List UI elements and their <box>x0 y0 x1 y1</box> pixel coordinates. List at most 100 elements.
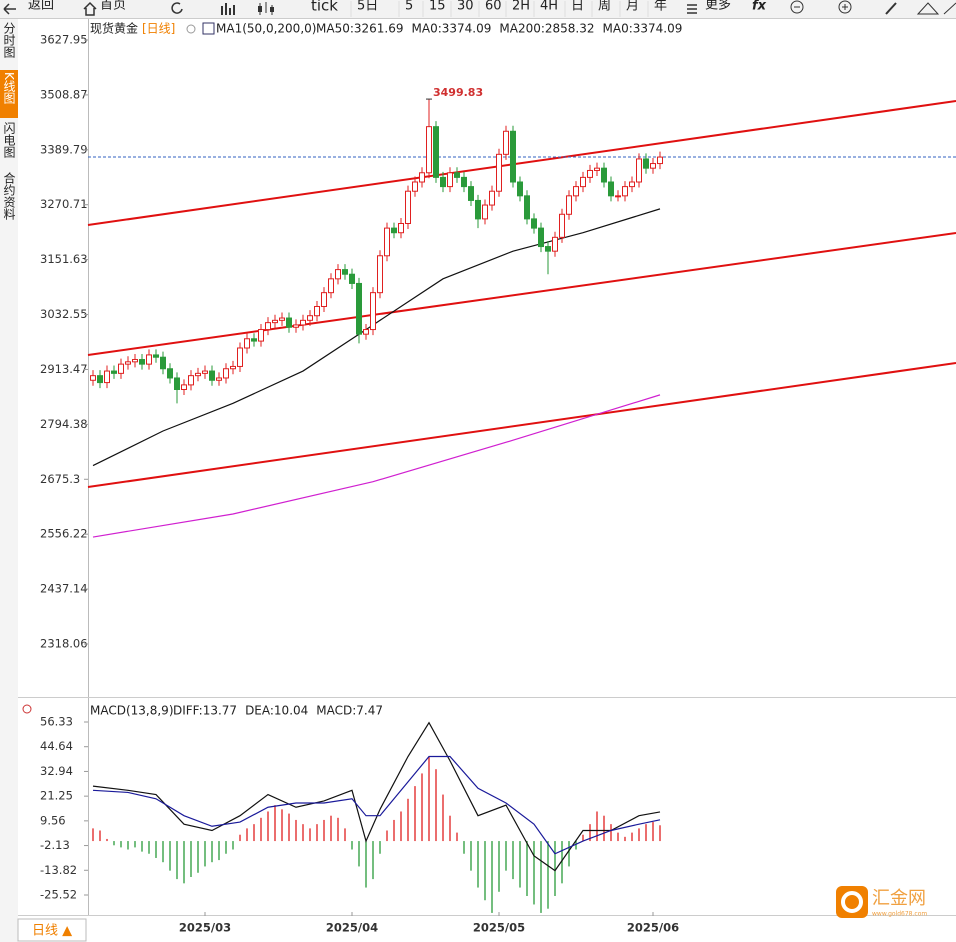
candle-body <box>356 282 362 335</box>
zoom-out-icon[interactable] <box>790 0 804 14</box>
ma-line <box>92 394 661 538</box>
candle-body <box>342 269 348 275</box>
trend-line <box>87 362 956 488</box>
period-button[interactable]: 60 <box>485 0 502 14</box>
candle-body <box>559 213 565 238</box>
watermark-logo <box>836 886 868 918</box>
candle-body <box>615 195 621 198</box>
settings-icon[interactable] <box>186 24 196 34</box>
back-button[interactable]: 返回 <box>28 0 54 13</box>
candle-body <box>125 361 131 365</box>
back-icon[interactable] <box>3 3 16 15</box>
bar-icon[interactable] <box>221 3 235 15</box>
y-tick-label: 3270.71 <box>40 197 88 211</box>
candle-body <box>167 368 173 379</box>
macd-label: DIFF:13.77 <box>173 704 237 718</box>
candle-body <box>608 181 614 197</box>
home-icon[interactable] <box>83 1 97 16</box>
toolbar <box>0 0 956 18</box>
period-button[interactable]: 15 <box>429 0 446 14</box>
candle-body <box>181 384 187 390</box>
bottom-tab[interactable] <box>17 918 87 942</box>
line-icon[interactable] <box>943 2 956 15</box>
zoom-in-icon[interactable] <box>838 0 852 14</box>
candle-body <box>552 236 558 252</box>
candle-body <box>202 370 208 374</box>
candle-body <box>384 227 390 257</box>
watermark-name: 汇金网 <box>872 888 926 909</box>
period-button[interactable]: 5 <box>405 0 413 14</box>
menu-icon[interactable] <box>687 4 697 14</box>
tick-button[interactable]: tick <box>311 0 338 15</box>
triangle-icon[interactable] <box>916 2 940 15</box>
candle-body <box>517 181 523 197</box>
candle-icon <box>270 7 274 12</box>
y-tick-label: 2794.38 <box>40 417 88 431</box>
indicator: MA1(50,0,200,0) <box>216 22 316 36</box>
candle-body <box>90 375 96 381</box>
period-button[interactable]: 月 <box>626 0 639 14</box>
candle-body <box>272 319 278 324</box>
more-button[interactable]: 更多 <box>705 0 731 13</box>
ma-line <box>92 208 661 467</box>
macd-tick-label: 9.56 <box>40 813 66 827</box>
candle-body <box>573 186 579 197</box>
y-tick-label: 2437.14 <box>40 582 88 596</box>
pen-icon[interactable] <box>885 2 897 15</box>
candle-body <box>286 317 292 328</box>
macd-tick-label: -13.82 <box>40 863 77 877</box>
period-button[interactable]: 2H <box>512 0 530 14</box>
candle-body <box>104 370 110 384</box>
candle-body <box>510 130 516 183</box>
candle-body <box>636 158 642 183</box>
candle-body <box>426 126 432 174</box>
candle-body <box>503 130 509 155</box>
period-button[interactable]: 日 <box>571 0 584 14</box>
y-tick-label: 3151.63 <box>40 252 88 266</box>
candle-body <box>328 278 334 294</box>
macd-tick-label: 44.64 <box>40 739 73 753</box>
candle-body <box>279 317 285 321</box>
y-tick-label: 2556.22 <box>40 527 88 541</box>
candle-body <box>244 338 250 349</box>
period-button[interactable]: 5日 <box>357 0 378 14</box>
sidebar-tab[interactable]: 分时图 <box>2 22 16 58</box>
period-button[interactable]: 30 <box>457 0 474 14</box>
candle-body <box>174 377 180 390</box>
macd-icon[interactable] <box>22 704 32 714</box>
candle-body <box>139 359 145 365</box>
fx-button[interactable]: fx <box>752 0 767 14</box>
candle-body <box>97 375 103 384</box>
x-tick-label: 2025/05 <box>473 921 525 935</box>
x-tick-label: 2025/04 <box>326 921 378 935</box>
candle-body <box>657 156 663 165</box>
macd-tick-label: 32.94 <box>40 764 73 778</box>
candle-body <box>412 181 418 192</box>
x-tick-label: 2025/03 <box>179 921 231 935</box>
candle-body <box>531 218 537 229</box>
period-button[interactable]: 4H <box>540 0 558 14</box>
indicator-icon[interactable] <box>202 22 215 35</box>
home-button[interactable]: 首页 <box>100 0 126 13</box>
sidebar-tab[interactable]: 合约资料 <box>2 171 16 220</box>
period-button[interactable]: 年 <box>654 0 667 14</box>
candle-body <box>461 176 467 188</box>
candle-body <box>349 273 355 284</box>
candle-body <box>370 292 376 331</box>
candle-body <box>153 354 159 358</box>
macd-tick-label: 21.25 <box>40 789 73 803</box>
macd-title: MACD(13,8,9) <box>90 704 174 718</box>
candle-body <box>580 176 586 188</box>
bottom-tab-label[interactable]: 日线 ▲ <box>32 924 72 939</box>
candle-icon <box>258 6 262 12</box>
macd-line <box>92 721 661 872</box>
candle-body <box>195 372 201 377</box>
candle-body <box>300 319 306 326</box>
candle-body <box>223 368 229 379</box>
zoom-in-icon <box>842 4 848 10</box>
sidebar-tab[interactable]: K线图 <box>2 72 16 104</box>
period-button[interactable]: 周 <box>598 0 611 14</box>
refresh-icon[interactable] <box>171 2 183 14</box>
sidebar-tab[interactable]: 闪电图 <box>2 122 16 158</box>
